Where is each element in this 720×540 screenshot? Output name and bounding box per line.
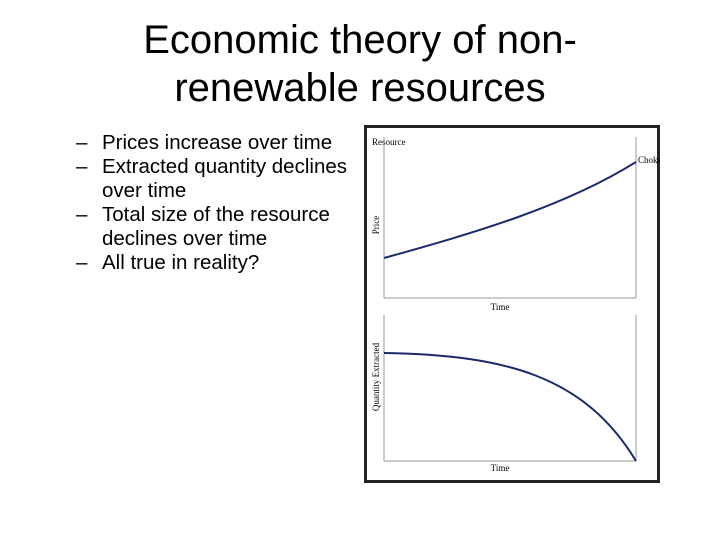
bullet-text: All true in reality? [102,251,260,274]
bullet-dash: – [76,203,88,226]
bullet-item: – All true in reality? [76,251,366,275]
quantity-curve [383,352,637,462]
bullet-item: – Total size of the resource declines ove… [76,203,366,251]
quantity-axis-label: Quantity Extracted [371,342,381,411]
bullet-dash: – [76,251,88,274]
slide-title: Economic theory of non- renewable resour… [60,16,660,112]
title-line-2: renewable resources [174,66,546,110]
bullet-list: – Prices increase over time – Extracted qu… [76,131,366,275]
bullet-text: Total size of the resource declines over… [102,203,330,250]
figure-frame [364,125,660,483]
bullet-text: Extracted quantity declines over time [102,155,347,202]
bullet-dash: – [76,131,88,154]
price-axis-label: Price [371,216,381,235]
bottom-time-label: Time [491,463,510,473]
price-curve [383,161,637,259]
bullet-text: Prices increase over time [102,131,333,154]
bullet-item: – Extracted quantity declines over time [76,155,366,203]
bullet-dash: – [76,155,88,178]
title-line-1: Economic theory of non- [143,18,577,62]
choke-price-label: Choke Price [638,155,660,165]
top-time-label: Time [491,302,510,312]
bullet-item: – Prices increase over time [76,131,366,155]
corner-label: Resource [372,137,406,147]
resource-diagram: Resource Choke Price Price Time Quantity… [364,125,660,483]
